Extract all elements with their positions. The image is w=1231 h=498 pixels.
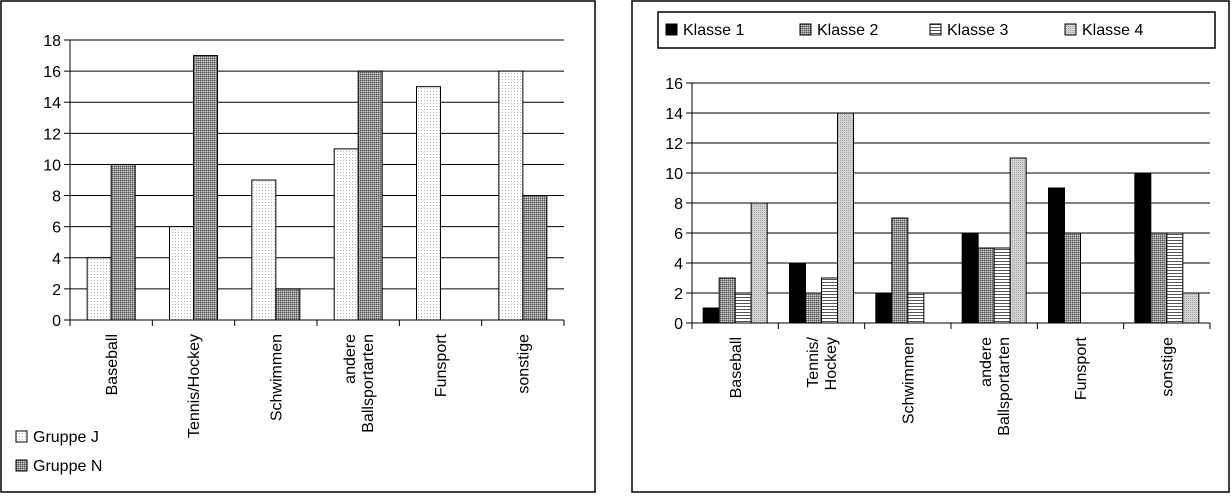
- x-category-label-andere-ballsportarten: andereBallsportarten: [342, 334, 377, 433]
- bar-gruppe-n-andere-ballsportarten: [357, 70, 383, 321]
- bar-klasse-1-sonstige: [1134, 172, 1152, 324]
- x-category-label-baseball: Baseball: [104, 334, 121, 395]
- y-tick-label-14: 14: [665, 106, 683, 123]
- bar-klasse-3-tennis-hockey: [821, 277, 838, 324]
- legend-swatch-gruppe-j: [15, 430, 28, 443]
- bar-gruppe-n-schwimmen: [275, 288, 301, 321]
- y-tick-label-10: 10: [43, 157, 61, 174]
- bar-klasse-1-funsport: [1048, 187, 1065, 324]
- x-category-label-tennis-hockey: Tennis/Hockey: [805, 336, 840, 390]
- x-category-label-schwimmen: Schwimmen: [900, 337, 917, 424]
- legend-swatch-klasse-1: [665, 23, 678, 36]
- y-tick-label-4: 4: [674, 256, 683, 273]
- y-tick-label-16: 16: [665, 76, 683, 93]
- y-tick-label-0: 0: [674, 316, 683, 333]
- y-tick-label-14: 14: [43, 95, 61, 112]
- bar-gruppe-j-sonstige: [498, 70, 524, 321]
- bar-gruppe-j-baseball: [86, 257, 112, 321]
- y-tick-label-2: 2: [52, 282, 61, 299]
- bar-klasse-1-andere-ballsportarten: [961, 232, 979, 324]
- x-category-label-funsport: Funsport: [433, 333, 450, 397]
- bar-klasse-2-tennis-hockey: [805, 292, 822, 324]
- bar-klasse-4-sonstige: [1182, 292, 1200, 324]
- x-category-label-tennis-hockey: Tennis/Hockey: [186, 334, 203, 438]
- bar-klasse-3-schwimmen: [907, 292, 925, 324]
- y-tick-label-18: 18: [43, 33, 61, 50]
- chart-panel-left: 0 2 4 6 8 10 12 14 16 18 Baseball Tennis/Hockey Schw…: [0, 0, 596, 493]
- x-category-label-sonstige: sonstige: [515, 334, 532, 394]
- x-category-label-schwimmen: Schwimmen: [268, 334, 285, 421]
- bar-klasse-1-tennis-hockey: [789, 262, 806, 324]
- y-tick-label-16: 16: [43, 64, 61, 81]
- bar-klasse-4-tennis-hockey: [837, 112, 854, 324]
- bar-klasse-3-andere-ballsportarten: [993, 247, 1011, 324]
- bar-chart-left: 0 2 4 6 8 10 12 14 16 18 Baseball Tennis/Hockey Schw…: [0, 0, 596, 493]
- bar-gruppe-j-andere-ballsportarten: [333, 148, 359, 321]
- bar-gruppe-n-tennis-hockey: [193, 55, 218, 321]
- bar-gruppe-n-sonstige: [522, 195, 548, 321]
- y-tick-label-10: 10: [665, 166, 683, 183]
- y-tick-label-8: 8: [52, 189, 61, 206]
- x-category-label-baseball: Baseball: [728, 337, 745, 398]
- bar-gruppe-j-tennis-hockey: [169, 226, 194, 321]
- chart-border: [0, 0, 596, 493]
- bar-klasse-2-sonstige: [1150, 232, 1168, 324]
- y-tick-label-8: 8: [674, 196, 683, 213]
- y-tick-label-0: 0: [52, 313, 61, 330]
- legend-swatch-gruppe-n: [15, 459, 28, 472]
- bar-klasse-3-baseball: [734, 292, 752, 324]
- y-tick-label-12: 12: [665, 136, 683, 153]
- y-tick-label-6: 6: [52, 220, 61, 237]
- legend-label-klasse-1: Klasse 1: [683, 22, 744, 39]
- bar-klasse-2-baseball: [718, 277, 736, 324]
- y-tick-label-4: 4: [52, 251, 61, 268]
- legend-label-klasse-2: Klasse 2: [817, 22, 878, 39]
- y-tick-label-2: 2: [674, 286, 683, 303]
- chart-panel-right: 0 2 4 6 8 10 12 14 16 Baseball Tennis/Hockey Schwim…: [622, 0, 1231, 493]
- bar-klasse-3-sonstige: [1166, 232, 1184, 324]
- bar-gruppe-j-schwimmen: [251, 179, 277, 321]
- legend-label-gruppe-j: Gruppe J: [33, 429, 99, 446]
- x-category-label-funsport: Funsport: [1073, 336, 1090, 400]
- x-category-label-andere-ballsportarten: andereBallsportarten: [978, 337, 1013, 436]
- bar-klasse-2-schwimmen: [891, 217, 909, 324]
- bar-klasse-1-baseball: [702, 307, 720, 324]
- bar-gruppe-j-funsport: [416, 86, 441, 321]
- bar-gruppe-n-baseball: [110, 163, 136, 321]
- y-tick-label-6: 6: [674, 226, 683, 243]
- legend-label-gruppe-n: Gruppe N: [33, 458, 102, 475]
- bar-klasse-1-schwimmen: [875, 292, 893, 324]
- legend-label-klasse-4: Klasse 4: [1082, 22, 1143, 39]
- y-tick-label-12: 12: [43, 126, 61, 143]
- bar-chart-right: 0 2 4 6 8 10 12 14 16 Baseball Tennis/Hockey Schwim…: [631, 0, 1230, 493]
- x-category-label-sonstige: sonstige: [1159, 337, 1176, 397]
- legend-swatch-klasse-3: [929, 23, 942, 36]
- bar-klasse-4-andere-ballsportarten: [1009, 157, 1027, 324]
- bar-klasse-2-andere-ballsportarten: [977, 247, 995, 324]
- bar-klasse-2-funsport: [1064, 232, 1081, 324]
- bar-klasse-4-baseball: [750, 202, 768, 324]
- legend-label-klasse-3: Klasse 3: [947, 22, 1008, 39]
- legend-swatch-klasse-2: [799, 23, 812, 36]
- legend-swatch-klasse-4: [1064, 23, 1077, 36]
